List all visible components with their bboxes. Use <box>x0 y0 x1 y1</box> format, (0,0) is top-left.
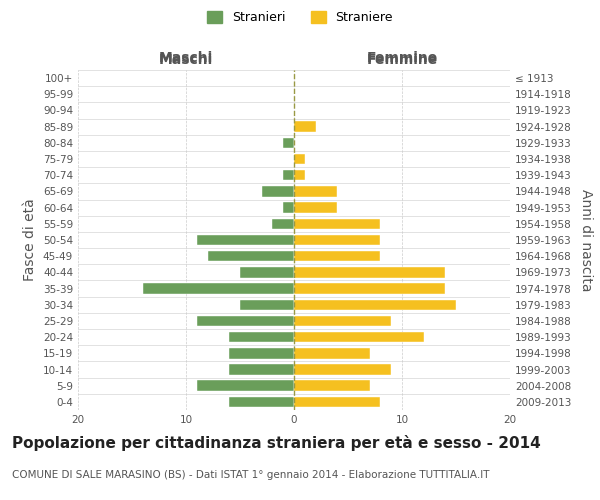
Text: Femmine: Femmine <box>367 53 437 67</box>
Bar <box>197 380 294 391</box>
Bar <box>294 332 424 342</box>
Bar <box>294 284 445 294</box>
Bar <box>262 186 294 196</box>
Bar <box>240 300 294 310</box>
Text: Maschi: Maschi <box>159 51 213 65</box>
Text: Femmine: Femmine <box>367 51 437 65</box>
Text: Popolazione per cittadinanza straniera per età e sesso - 2014: Popolazione per cittadinanza straniera p… <box>12 435 541 451</box>
Bar <box>294 202 337 213</box>
Bar <box>229 348 294 358</box>
Bar <box>272 218 294 229</box>
Bar <box>283 170 294 180</box>
Bar <box>283 202 294 213</box>
Bar <box>208 251 294 262</box>
Bar <box>294 170 305 180</box>
Bar <box>229 364 294 375</box>
Bar <box>283 138 294 148</box>
Legend: Stranieri, Straniere: Stranieri, Straniere <box>207 11 393 24</box>
Bar <box>294 380 370 391</box>
Bar <box>294 122 316 132</box>
Bar <box>294 300 456 310</box>
Y-axis label: Anni di nascita: Anni di nascita <box>578 188 593 291</box>
Bar <box>294 364 391 375</box>
Bar <box>294 396 380 407</box>
Bar <box>294 348 370 358</box>
Bar <box>294 234 380 246</box>
Bar <box>294 316 391 326</box>
Bar <box>294 218 380 229</box>
Bar <box>294 251 380 262</box>
Bar <box>197 234 294 246</box>
Bar <box>294 267 445 278</box>
Bar <box>240 267 294 278</box>
Bar <box>229 332 294 342</box>
Bar <box>294 186 337 196</box>
Bar <box>294 154 305 164</box>
Bar <box>229 396 294 407</box>
Y-axis label: Fasce di età: Fasce di età <box>23 198 37 281</box>
Text: Maschi: Maschi <box>159 53 213 67</box>
Text: COMUNE DI SALE MARASINO (BS) - Dati ISTAT 1° gennaio 2014 - Elaborazione TUTTITA: COMUNE DI SALE MARASINO (BS) - Dati ISTA… <box>12 470 490 480</box>
Bar <box>143 284 294 294</box>
Bar <box>197 316 294 326</box>
